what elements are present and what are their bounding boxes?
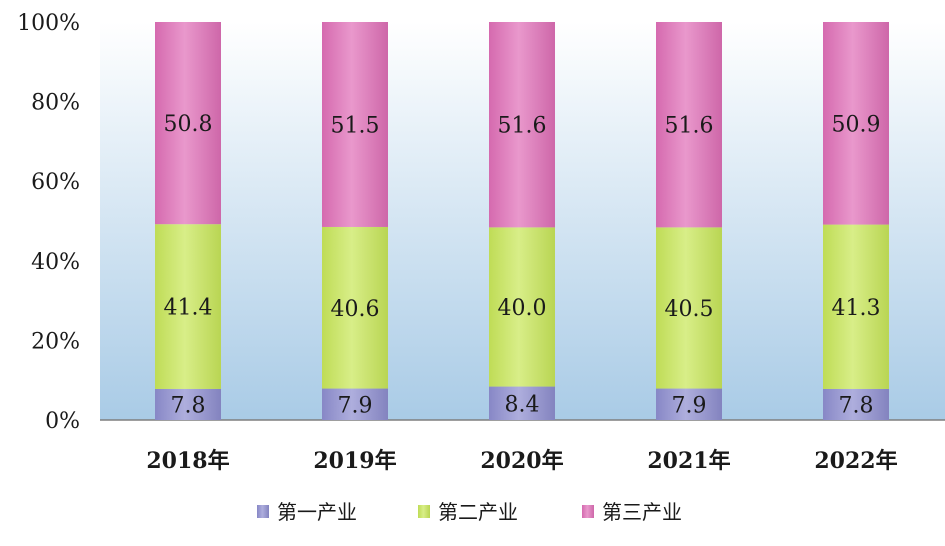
data-label: 50.8 xyxy=(164,112,213,137)
data-label: 51.6 xyxy=(665,114,714,139)
legend-label: 第三产业 xyxy=(602,500,682,524)
y-tick-label: 80% xyxy=(31,91,80,116)
data-label: 40.5 xyxy=(665,297,714,322)
bar-segment-3 xyxy=(489,22,555,228)
bar-segment-1 xyxy=(489,386,555,420)
legend-swatch xyxy=(257,505,269,518)
data-label: 7.8 xyxy=(839,393,874,418)
bar-segment-2 xyxy=(155,224,221,389)
legend-label: 第二产业 xyxy=(438,500,518,524)
bar-segment-2 xyxy=(823,224,889,389)
legend-swatch xyxy=(418,505,430,518)
data-label: 40.6 xyxy=(331,297,380,322)
bars-group: 7.8 41.4 50.8 7.9 40.6 51.5 8.4 40.0 51.6 7.9 40.5… xyxy=(155,22,889,420)
data-label: 7.9 xyxy=(672,393,707,418)
data-label: 50.9 xyxy=(832,112,881,137)
bar-segment-3 xyxy=(656,22,722,228)
bar-segment-3 xyxy=(322,22,388,227)
data-label: 8.4 xyxy=(505,392,540,417)
data-label: 7.9 xyxy=(338,393,373,418)
y-tick-label: 0% xyxy=(45,409,80,434)
y-tick-label: 20% xyxy=(31,329,80,354)
bar-segment-1 xyxy=(656,388,722,420)
legend-swatch xyxy=(582,505,594,518)
data-label: 7.8 xyxy=(171,393,206,418)
y-tick-label: 40% xyxy=(31,250,80,275)
x-tick-label: 2022年 xyxy=(814,448,897,474)
data-label: 41.4 xyxy=(164,296,213,321)
x-tick-label: 2019年 xyxy=(313,448,396,474)
legend-label: 第一产业 xyxy=(277,500,357,524)
bar-segment-1 xyxy=(155,388,221,420)
x-tick-label: 2018年 xyxy=(146,448,229,474)
bar-segment-2 xyxy=(656,227,722,389)
y-axis-tick-labels: 0% 20% 40% 60% 80% 100% xyxy=(17,11,80,434)
data-label: 41.3 xyxy=(832,296,881,321)
x-axis-tick-labels: 2018年 2019年 2020年 2021年 2022年 xyxy=(146,448,897,474)
data-label: 51.6 xyxy=(498,114,547,139)
legend: 第一产业 第二产业 第三产业 xyxy=(257,500,682,524)
y-tick-label: 60% xyxy=(31,170,80,195)
bar-segment-3 xyxy=(823,22,889,225)
bar-segment-2 xyxy=(322,226,388,389)
data-label: 51.5 xyxy=(331,113,380,138)
bar-segment-2 xyxy=(489,227,555,387)
x-tick-label: 2021年 xyxy=(647,448,730,474)
data-label: 40.0 xyxy=(498,296,547,321)
bar-segment-3 xyxy=(155,22,221,225)
x-tick-label: 2020年 xyxy=(480,448,563,474)
bar-segment-1 xyxy=(823,388,889,420)
bar-segment-1 xyxy=(322,388,388,420)
y-tick-label: 100% xyxy=(17,11,80,36)
